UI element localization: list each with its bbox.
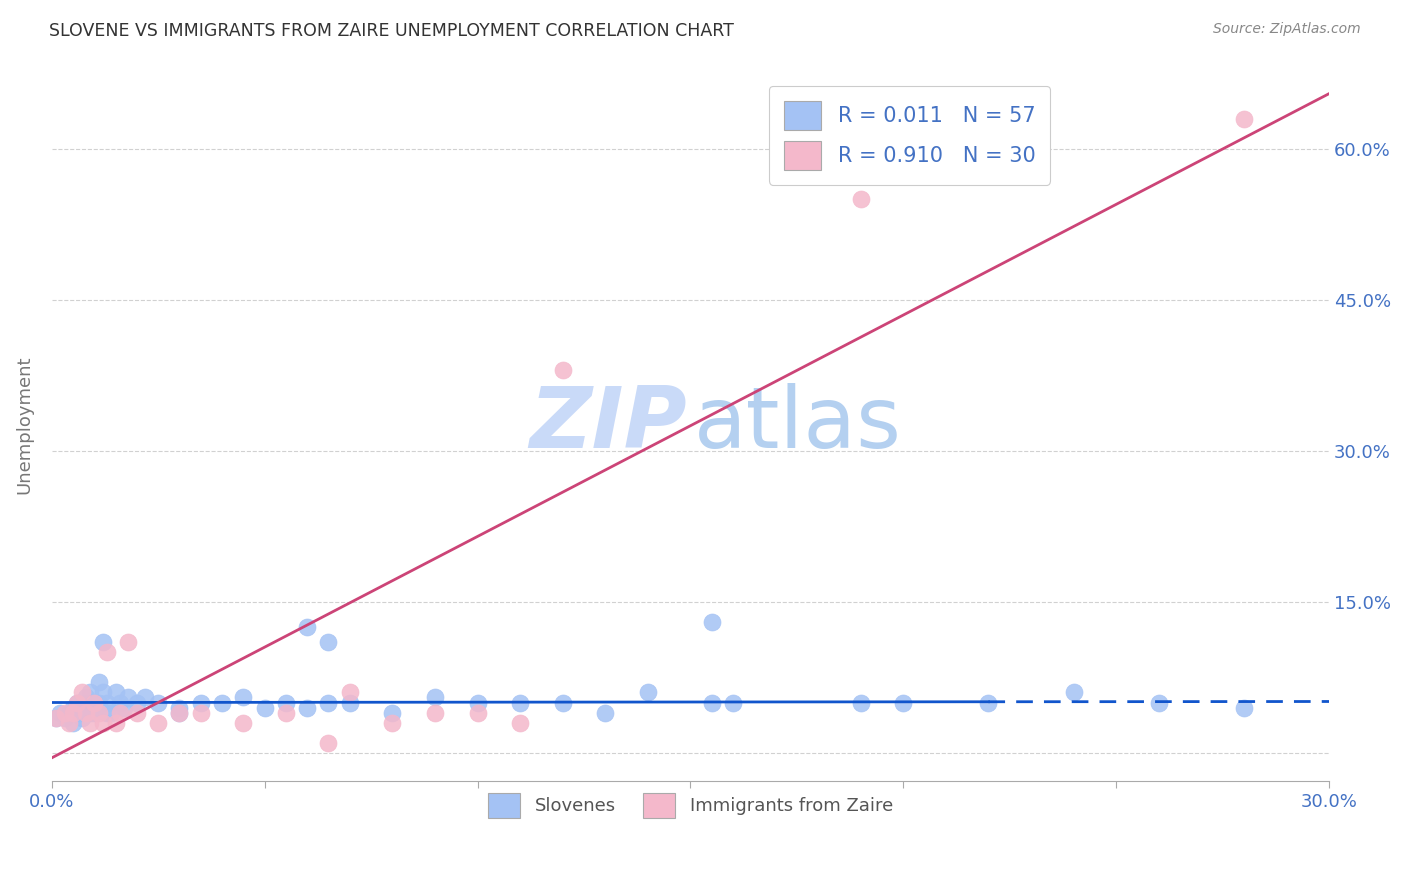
Point bbox=[190, 706, 212, 720]
Point bbox=[53, 710, 76, 724]
Point bbox=[104, 685, 127, 699]
Point bbox=[551, 363, 574, 377]
Point bbox=[232, 715, 254, 730]
Point bbox=[87, 675, 110, 690]
Point bbox=[148, 696, 170, 710]
Point bbox=[295, 700, 318, 714]
Point bbox=[70, 685, 93, 699]
Point bbox=[87, 706, 110, 720]
Point bbox=[79, 715, 101, 730]
Point bbox=[45, 710, 67, 724]
Point bbox=[1233, 112, 1256, 126]
Text: ZIP: ZIP bbox=[529, 384, 686, 467]
Point bbox=[700, 696, 723, 710]
Point bbox=[295, 620, 318, 634]
Point bbox=[83, 696, 105, 710]
Point bbox=[849, 192, 872, 206]
Point bbox=[96, 645, 118, 659]
Point bbox=[318, 736, 340, 750]
Point bbox=[125, 696, 148, 710]
Point bbox=[1233, 700, 1256, 714]
Point bbox=[91, 685, 114, 699]
Point bbox=[381, 706, 404, 720]
Point bbox=[509, 696, 531, 710]
Point bbox=[467, 696, 489, 710]
Point bbox=[232, 690, 254, 705]
Point bbox=[169, 700, 191, 714]
Point bbox=[169, 706, 191, 720]
Point bbox=[509, 715, 531, 730]
Point bbox=[45, 710, 67, 724]
Point bbox=[62, 715, 84, 730]
Point bbox=[58, 706, 80, 720]
Point bbox=[66, 696, 89, 710]
Point bbox=[318, 635, 340, 649]
Point bbox=[62, 706, 84, 720]
Point bbox=[108, 706, 131, 720]
Point bbox=[104, 715, 127, 730]
Point bbox=[211, 696, 233, 710]
Point bbox=[190, 696, 212, 710]
Point bbox=[274, 706, 297, 720]
Point bbox=[91, 715, 114, 730]
Point bbox=[169, 706, 191, 720]
Point bbox=[75, 706, 97, 720]
Point bbox=[58, 715, 80, 730]
Point bbox=[79, 706, 101, 720]
Point bbox=[339, 685, 361, 699]
Point bbox=[1147, 696, 1170, 710]
Point bbox=[53, 706, 76, 720]
Text: Source: ZipAtlas.com: Source: ZipAtlas.com bbox=[1213, 22, 1361, 37]
Point bbox=[339, 696, 361, 710]
Point bbox=[1063, 685, 1085, 699]
Point bbox=[849, 696, 872, 710]
Text: SLOVENE VS IMMIGRANTS FROM ZAIRE UNEMPLOYMENT CORRELATION CHART: SLOVENE VS IMMIGRANTS FROM ZAIRE UNEMPLO… bbox=[49, 22, 734, 40]
Point bbox=[87, 696, 110, 710]
Point bbox=[253, 700, 276, 714]
Point bbox=[75, 690, 97, 705]
Point bbox=[637, 685, 659, 699]
Point bbox=[125, 706, 148, 720]
Point bbox=[423, 690, 446, 705]
Point bbox=[593, 706, 616, 720]
Text: atlas: atlas bbox=[695, 384, 903, 467]
Point bbox=[49, 706, 72, 720]
Point bbox=[100, 706, 122, 720]
Point bbox=[83, 706, 105, 720]
Point bbox=[700, 615, 723, 629]
Point bbox=[112, 700, 135, 714]
Point bbox=[96, 696, 118, 710]
Legend: Slovenes, Immigrants from Zaire: Slovenes, Immigrants from Zaire bbox=[481, 786, 900, 825]
Point bbox=[423, 706, 446, 720]
Point bbox=[381, 715, 404, 730]
Point bbox=[75, 696, 97, 710]
Y-axis label: Unemployment: Unemployment bbox=[15, 356, 32, 494]
Point bbox=[70, 710, 93, 724]
Point bbox=[977, 696, 1000, 710]
Point bbox=[274, 696, 297, 710]
Point bbox=[467, 706, 489, 720]
Point bbox=[96, 706, 118, 720]
Point bbox=[551, 696, 574, 710]
Point bbox=[62, 700, 84, 714]
Point bbox=[79, 685, 101, 699]
Point bbox=[117, 635, 139, 649]
Point bbox=[91, 635, 114, 649]
Point bbox=[117, 690, 139, 705]
Point bbox=[891, 696, 914, 710]
Point bbox=[108, 696, 131, 710]
Point bbox=[70, 706, 93, 720]
Point bbox=[134, 690, 156, 705]
Point bbox=[148, 715, 170, 730]
Point bbox=[66, 696, 89, 710]
Point bbox=[318, 696, 340, 710]
Point bbox=[721, 696, 744, 710]
Point bbox=[83, 696, 105, 710]
